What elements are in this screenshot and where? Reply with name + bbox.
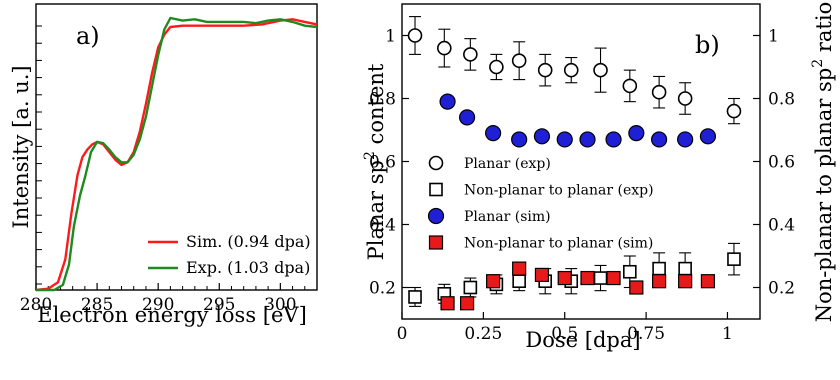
panel-b-x-tick-label: 0.75 — [627, 324, 665, 344]
panel-a-x-tick-label: 295 — [203, 295, 235, 315]
panel-a-x-tick-label: 290 — [142, 295, 174, 315]
panel-b-data-point — [458, 109, 476, 126]
panel-b-data-point — [623, 264, 637, 279]
panel-b-data-point — [463, 280, 478, 295]
panel-a-label: a) — [76, 22, 100, 50]
panel-b-data-point — [511, 53, 527, 69]
panel-b-data-point — [511, 131, 528, 148]
panel-b-dose-chart: 0 0.25 0.5 0.75 10.2 0.20.4 0.40.6 0.60.8 0.81 1 … — [362, 2, 836, 352]
panel-b-data-point — [489, 59, 504, 75]
panel-b-right-y-tick-label: 1 — [768, 27, 779, 47]
panel-b-x-axis-title: Dose [dpa] — [525, 328, 640, 352]
panel-a-x-axis-ticks: 280 285 290 295 300 — [20, 283, 306, 315]
panel-b-data-point — [533, 128, 551, 145]
panel-b-legend-marker — [428, 155, 444, 171]
panel-a-series-lines — [35, 16, 318, 292]
panel-b-data-point — [677, 91, 693, 106]
panel-b-data-point — [677, 131, 694, 148]
panel-b-legend-label: Non-planar to planar (exp) — [464, 183, 654, 199]
panel-b-legend-marker — [427, 207, 445, 225]
panel-b-right-y-title-main: Non-planar to planar sp — [812, 68, 836, 323]
panel-b-legend-marker — [428, 235, 444, 250]
panel-b-data-point — [580, 270, 595, 286]
panel-b-left-y-axis-title: Planar sp2 content — [362, 63, 388, 260]
panel-b-right-y-tick-label: 0.2 — [768, 279, 795, 299]
panel-b-data-point — [557, 270, 572, 286]
panel-b-legend: Planar (exp) Non-planar to planar (exp) Pl… — [427, 155, 654, 252]
panel-a-x-tick-label: 285 — [81, 295, 113, 315]
panel-b-data-point — [407, 28, 423, 43]
panel-b-data-point — [651, 131, 668, 148]
panel-b-legend-label: Planar (exp) — [464, 156, 551, 172]
panel-b-left-y-tick-label: 0.4 — [369, 216, 396, 236]
panel-b-data-point — [652, 274, 667, 289]
panel-b-legend-marker — [429, 182, 443, 197]
panel-b-data-point — [440, 296, 455, 311]
panel-b-right-y-axis-title: Non-planar to planar sp2 ratio — [810, 2, 836, 322]
panel-b-axis-ticks: 0 0.25 0.5 0.75 1 0.2 0.2 0.4 0.4 0.6 0.6 0.8 0.8 1 1 — [369, 27, 795, 345]
panel-a-y-axis-title: Intensity [a. u.] — [9, 65, 33, 228]
panel-b-data-point — [699, 128, 717, 145]
panel-b-data-point — [408, 290, 422, 304]
panel-a-series-line — [36, 16, 318, 292]
panel-b-right-y-tick-label: 0.6 — [768, 153, 795, 173]
panel-b-left-y-title-rest: content — [364, 63, 388, 151]
panel-b-data-point — [629, 280, 644, 295]
panel-b-legend-label: Non-planar to planar (sim) — [464, 236, 653, 252]
panel-a-legend-label: Exp. (1.03 dpa) — [186, 258, 310, 277]
panel-b-left-y-tick-label: 0.6 — [369, 153, 396, 173]
panel-b-legend-label: Planar (sim) — [464, 209, 551, 225]
panel-b-x-tick-label: 0 — [397, 324, 408, 344]
panel-b-data-point — [700, 274, 716, 289]
panel-b-left-y-tick-label: 0.2 — [369, 279, 396, 299]
panel-b-data-point — [727, 252, 741, 266]
panel-b-data-point — [563, 62, 579, 78]
panel-b-label: b) — [695, 31, 720, 59]
panel-b-data-point — [678, 274, 693, 289]
panel-b-data-point — [463, 47, 478, 62]
panel-b-data-point — [652, 261, 666, 276]
panel-b-data-point — [579, 131, 596, 148]
panel-b-data-point — [628, 125, 645, 142]
panel-b-x-tick-label: 1 — [722, 324, 733, 344]
panel-a-x-axis-title: Electron energy loss [eV] — [37, 303, 307, 327]
panel-b-right-y-title-sup: 2 — [810, 59, 826, 68]
panel-b-data-point — [459, 296, 475, 311]
panel-b-data-point — [437, 40, 452, 56]
panel-b-data-point — [678, 261, 692, 276]
panel-b-data-point — [486, 274, 501, 289]
panel-b-left-y-title-main: Planar sp — [364, 160, 388, 260]
panel-b-x-tick-label: 0.25 — [464, 324, 502, 344]
panel-b-left-y-tick-label: 1 — [385, 27, 396, 47]
panel-b-left-y-title-sup: 2 — [362, 151, 378, 160]
panel-a-x-tick-label: 280 — [20, 295, 52, 315]
panel-b-right-y-title-rest: ratio — [812, 2, 836, 59]
panel-b-data-point — [512, 274, 526, 289]
panel-b-data-point — [622, 78, 638, 94]
panel-b-data-point — [593, 271, 608, 285]
panel-b-x-tick-label: 0.5 — [551, 324, 578, 344]
panel-b-data-point — [726, 103, 742, 119]
panel-b-data-point — [485, 125, 502, 142]
panel-b-right-y-tick-label: 0.4 — [768, 216, 795, 236]
panel-a-y-ticks — [36, 25, 42, 285]
panel-a-legend: Sim. (0.94 dpa) Exp. (1.03 dpa) — [148, 232, 311, 277]
panel-b-data-point — [606, 270, 621, 286]
panel-b-data-point — [534, 267, 550, 282]
panel-b-plot-frame — [401, 3, 761, 320]
panel-b-data-point — [537, 62, 553, 78]
panel-b-series-markers — [407, 16, 742, 311]
panel-a-spectrum-chart: 280 285 290 295 300 a) Sim. (0.94 dpa) Exp. (… — [9, 3, 318, 327]
panel-b-data-point — [556, 131, 573, 148]
panel-a-legend-label: Sim. (0.94 dpa) — [186, 232, 311, 251]
panel-b-data-point — [651, 84, 667, 100]
panel-a-x-tick-label: 300 — [264, 295, 296, 315]
panel-b-data-point — [605, 131, 622, 148]
panel-b-left-y-tick-label: 0.8 — [369, 90, 396, 110]
panel-b-data-point — [512, 261, 527, 276]
panel-b-right-y-tick-label: 0.8 — [768, 90, 795, 110]
panel-b-data-point — [593, 62, 608, 78]
panel-b-data-point — [439, 93, 456, 110]
